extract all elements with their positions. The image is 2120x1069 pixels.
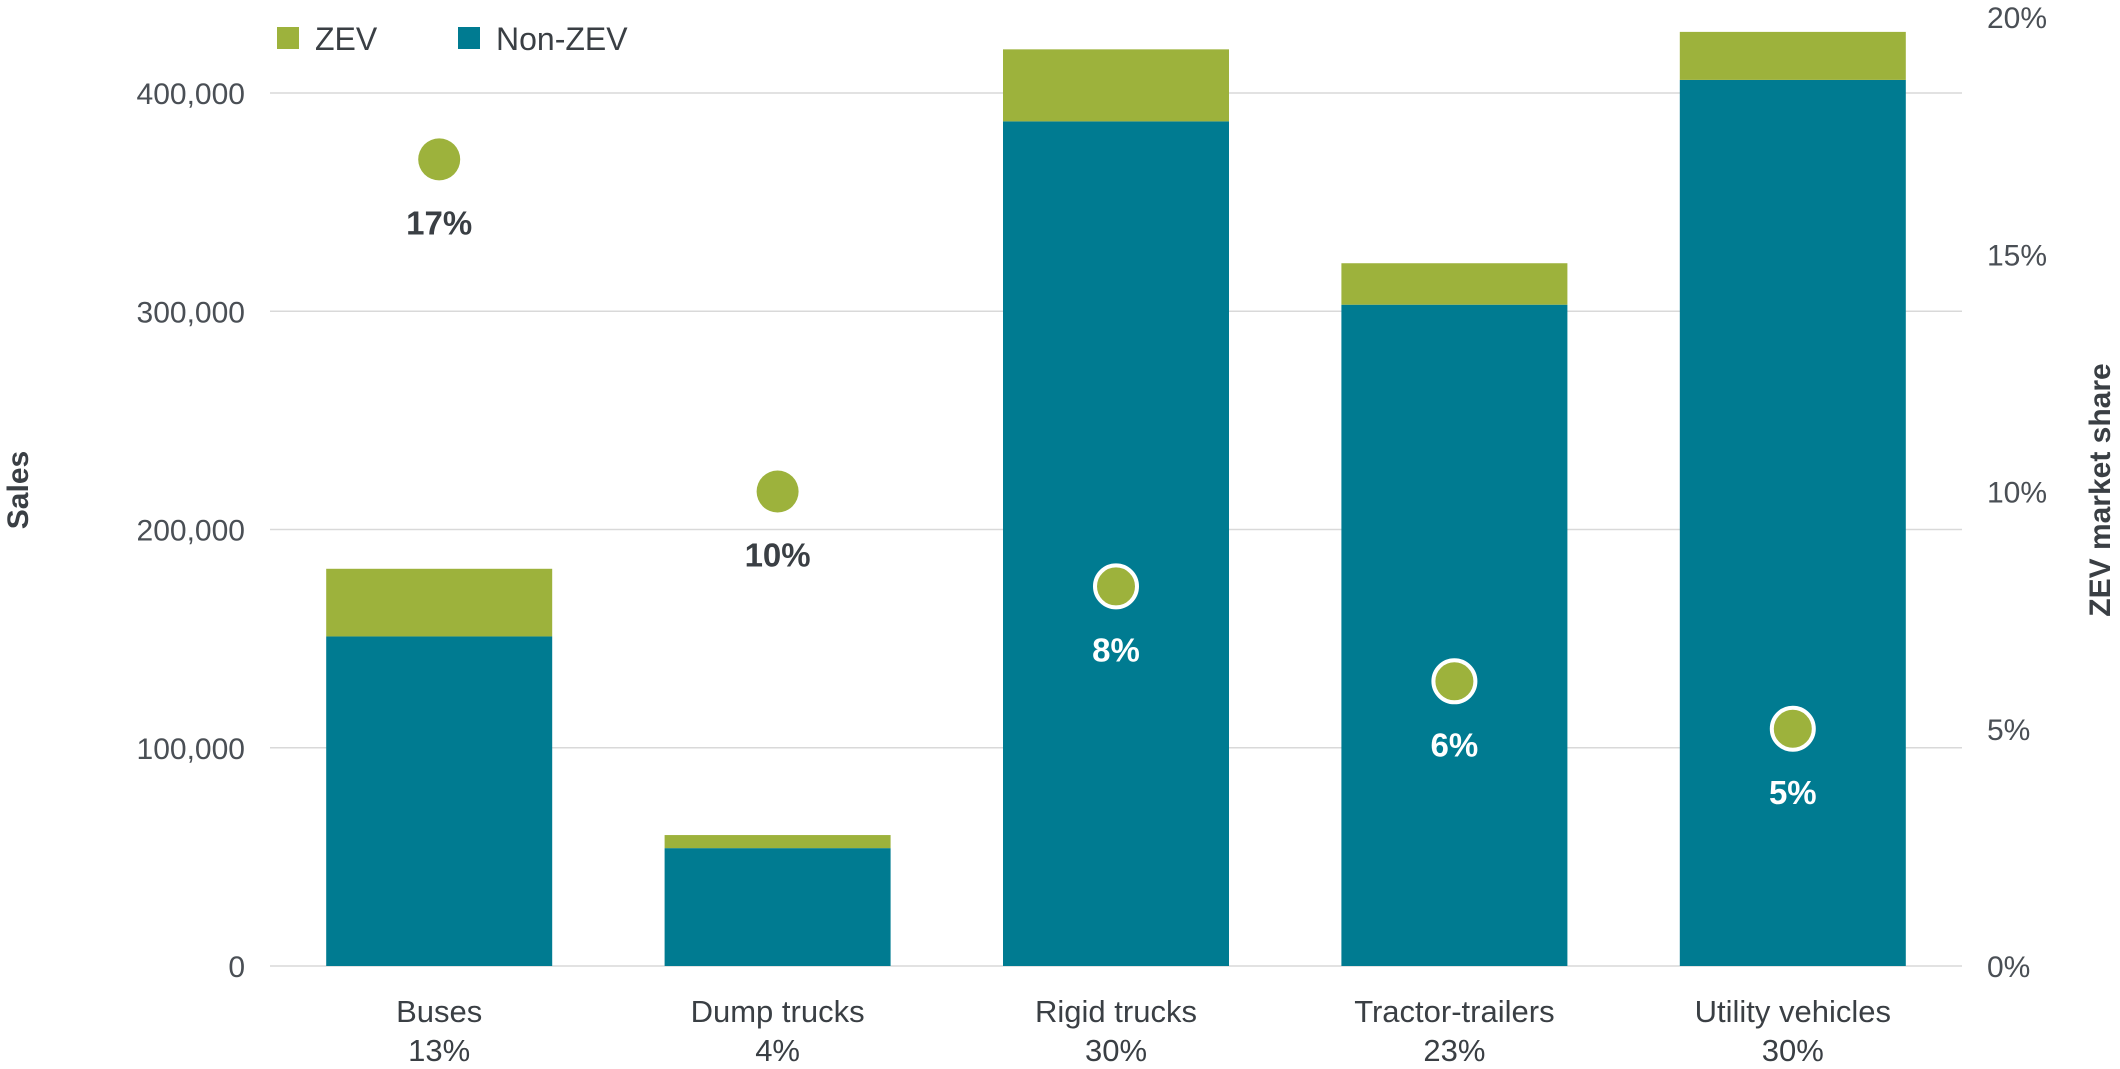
bar-non-zev	[326, 636, 553, 966]
y2-tick-label: 20%	[1987, 2, 2047, 35]
right-axis: 0% 5% 10% 15% 20%	[1987, 2, 2047, 984]
category-name: Tractor-trailers	[1354, 994, 1554, 1029]
y2-tick-label: 15%	[1987, 239, 2047, 272]
share-marker	[1431, 658, 1478, 705]
category-name: Utility vehicles	[1695, 994, 1891, 1029]
bar-non-zev	[1003, 121, 1229, 966]
category-name: Buses	[396, 994, 482, 1029]
y-tick-label: 100,000	[137, 733, 245, 766]
bar-zev	[1003, 49, 1229, 122]
legend-swatch-non-zev	[458, 27, 480, 49]
legend-swatch-zev	[277, 27, 299, 49]
share-label: 8%	[1092, 631, 1140, 668]
legend-label-non-zev: Non-ZEV	[496, 21, 628, 57]
bar-zev	[1341, 263, 1568, 305]
category-labels: Buses 13% Dump trucks 4% Rigid trucks 30% Trac…	[396, 994, 1891, 1068]
category-share: 30%	[1762, 1033, 1824, 1068]
bar-non-zev	[1679, 79, 1906, 966]
share-label: 17%	[406, 204, 472, 241]
share-label: 5%	[1769, 774, 1817, 811]
bar-zev	[326, 568, 553, 637]
y-tick-label: 300,000	[137, 296, 245, 329]
share-marker	[1769, 705, 1816, 752]
category-share: 23%	[1423, 1033, 1485, 1068]
bar-zev	[1679, 31, 1906, 80]
share-markers: 17% 10% 8% 6% 5%	[406, 138, 1817, 811]
share-label: 6%	[1431, 726, 1479, 763]
bar-non-zev	[1341, 304, 1568, 966]
category-share: 13%	[408, 1033, 470, 1068]
left-axis: 0 100,000 200,000 300,000 400,000	[137, 78, 245, 984]
y-tick-label: 200,000	[137, 515, 245, 548]
category-share: 4%	[755, 1033, 800, 1068]
y2-tick-label: 5%	[1987, 714, 2030, 747]
bar-zev	[664, 835, 891, 849]
share-marker	[418, 138, 461, 181]
y-tick-label: 0	[228, 951, 245, 984]
y2-axis-title: ZEV market share	[2084, 363, 2117, 616]
share-marker	[1093, 563, 1139, 610]
category-name: Dump trucks	[691, 994, 865, 1029]
bar-non-zev	[664, 848, 891, 966]
y-axis-title: Sales	[2, 451, 35, 529]
y-tick-label: 400,000	[137, 78, 245, 111]
category-name: Rigid trucks	[1035, 994, 1197, 1029]
share-marker	[756, 470, 799, 513]
y2-tick-label: 0%	[1987, 951, 2030, 984]
legend-label-zev: ZEV	[315, 21, 378, 57]
category-share: 30%	[1085, 1033, 1147, 1068]
y2-tick-label: 10%	[1987, 477, 2047, 510]
legend: ZEV Non-ZEV	[277, 21, 628, 57]
bars	[326, 31, 1906, 966]
share-label: 10%	[745, 537, 811, 574]
